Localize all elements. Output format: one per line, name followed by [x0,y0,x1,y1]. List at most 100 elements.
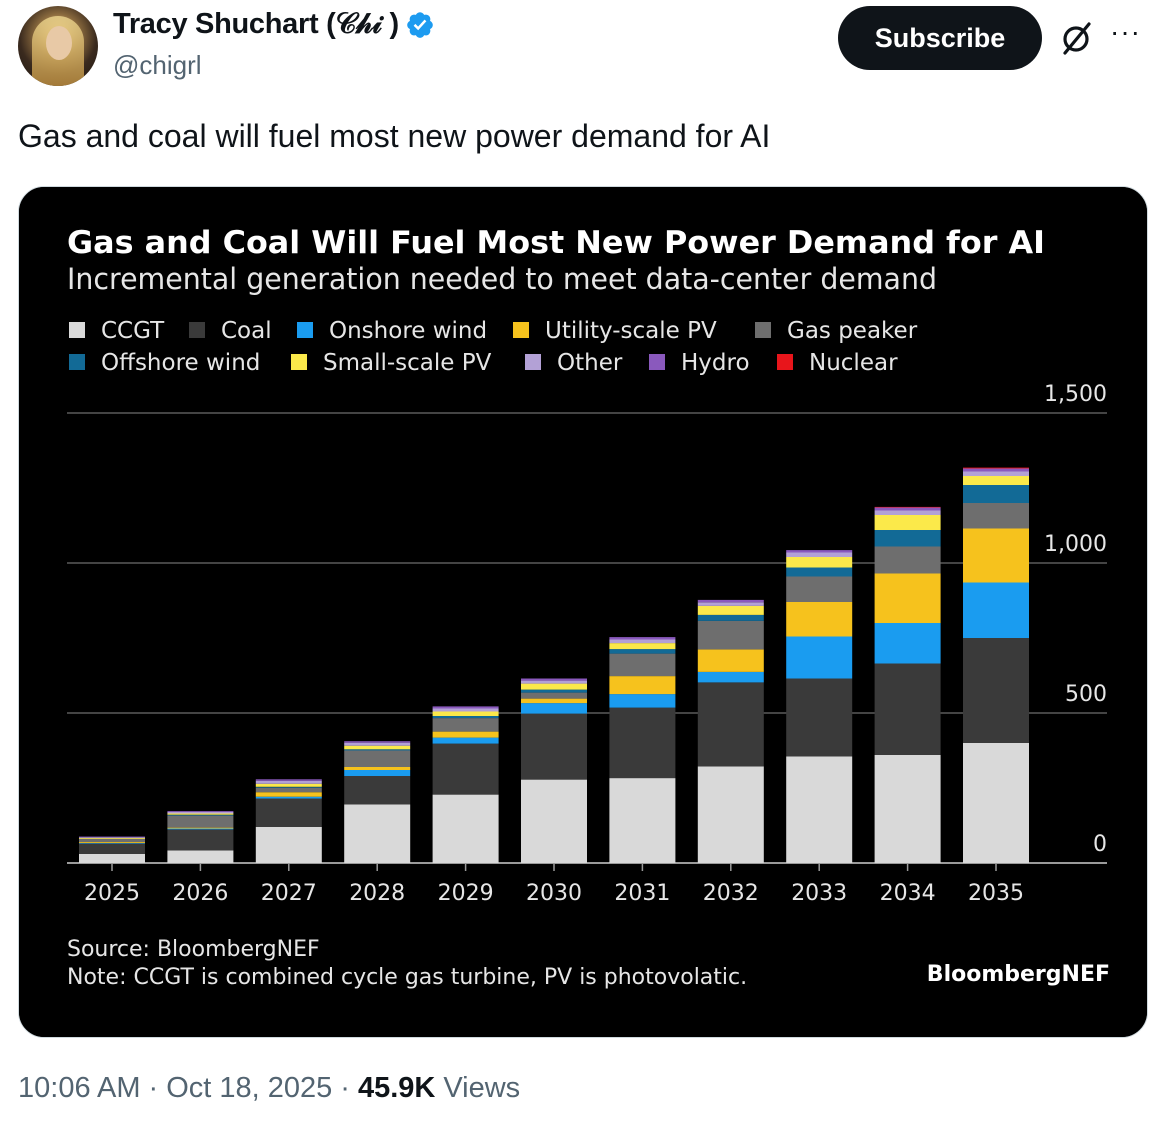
legend-label: Offshore wind [101,350,260,376]
author-handle[interactable]: @chigrl [113,50,202,80]
chart-panel [41,209,1127,1009]
bar-segment [609,649,676,654]
bar-segment [344,745,411,750]
bar-segment [786,567,853,577]
views-count: 45.9K [357,1072,436,1104]
bar-segment [874,623,941,664]
x-tick-label: 2025 [84,881,140,906]
bar-segment [344,804,411,863]
bar-segment [255,796,322,799]
bar-segment [697,766,764,863]
bar-segment [521,713,587,780]
bar-segment [344,741,411,743]
chart-x-axis: 2025 2026 2027 2028 2029 2030 2031 2032 2033 2034… [84,863,1024,906]
bar-segment [167,814,234,816]
legend-swatch [297,322,313,338]
bar-segment [609,643,676,650]
bar-segment [874,663,941,755]
bar-segment [786,636,853,679]
bar-segment [874,546,941,574]
bar-segment [167,827,234,829]
chart-subtitle: Incremental generation needed to meet da… [67,262,937,296]
bar-segment [609,637,676,640]
author-name[interactable]: Tracy Shuchart (𝒞𝒽𝒾 ) [113,8,399,40]
bar-segment [963,471,1029,476]
footer-separator: · [148,1072,159,1104]
bar-segment [344,770,411,776]
chart-title: Gas and Coal Will Fuel Most New Power De… [67,225,1045,261]
bar-segment [874,573,941,623]
bar-segment [344,749,411,751]
bar-segment [255,798,322,827]
bar-segment [255,827,322,863]
legend-swatch [69,354,85,370]
bar-segment [255,780,322,784]
bar-segment [344,742,411,746]
bar-segment [874,755,941,863]
bar-segment [167,813,234,815]
legend-label: Other [557,350,623,376]
x-tick-label: 2033 [791,881,847,906]
bar-segment [786,576,853,602]
bar-segment [963,503,1029,529]
bar-segment [167,812,234,814]
y-tick-label: 0 [1093,832,1107,857]
bar-segment [963,467,1029,469]
bar-segment [344,776,411,805]
bar-segment [521,692,587,699]
bar-segment [786,602,853,637]
bar-segment [255,786,322,788]
bar-segment [697,614,764,621]
legend-label: Coal [221,318,272,344]
tweet-time[interactable]: 10:06 AM [18,1072,141,1104]
subscribe-button[interactable]: Subscribe [838,6,1042,70]
bar-segment [697,620,764,650]
bar-segment [697,671,764,683]
legend-label: Gas peaker [787,318,918,344]
bar-segment [79,838,145,839]
x-tick-label: 2030 [526,881,582,906]
legend-swatch [69,322,85,338]
bar-segment [874,507,941,511]
legend-swatch [755,322,771,338]
tweet-text: Gas and coal will fuel most new power de… [18,118,771,154]
tweet-header: Tracy Shuchart (𝒞𝒽𝒾 ) @chigrl Subscribe … [0,0,1164,100]
bar-segment [432,743,499,795]
legend-swatch [525,354,541,370]
footer-separator: · [340,1072,350,1104]
bar-segment [167,815,234,828]
bar-segment [697,605,764,615]
bar-segment [609,707,676,779]
bar-segment [963,582,1029,638]
y-tick-label: 1,500 [1044,382,1107,407]
tweet-media[interactable]: Gas and Coal Will Fuel Most New Power De… [18,186,1148,1038]
bar-segment [344,750,411,767]
bar-segment [79,843,145,854]
bar-segment [521,680,587,684]
verified-badge-icon [407,11,433,38]
grok-icon[interactable] [1056,18,1096,58]
bar-segment [786,557,853,568]
chart-source: Source: BloombergNEF [67,937,320,962]
avatar[interactable] [18,6,98,86]
legend-label: Hydro [681,350,750,376]
bar-segment [432,794,499,863]
tweet-date[interactable]: Oct 18, 2025 [166,1072,333,1104]
bar-segment [874,530,941,547]
bar-segment [79,837,145,839]
bar-segment [255,783,322,787]
legend-label: Nuclear [809,350,898,376]
bar-segment [432,706,499,709]
bar-segment [79,842,145,843]
more-icon[interactable]: ··· [1110,16,1141,47]
y-tick-label: 500 [1065,682,1107,707]
bar-segment [432,731,499,738]
bar-segment [79,836,145,838]
bar-segment [79,854,145,863]
avatar-face [46,26,72,60]
x-tick-label: 2028 [349,881,405,906]
bar-segment [79,842,145,844]
bar-segment [79,839,145,842]
bar-segment [255,792,322,797]
bar-segment [609,639,676,644]
